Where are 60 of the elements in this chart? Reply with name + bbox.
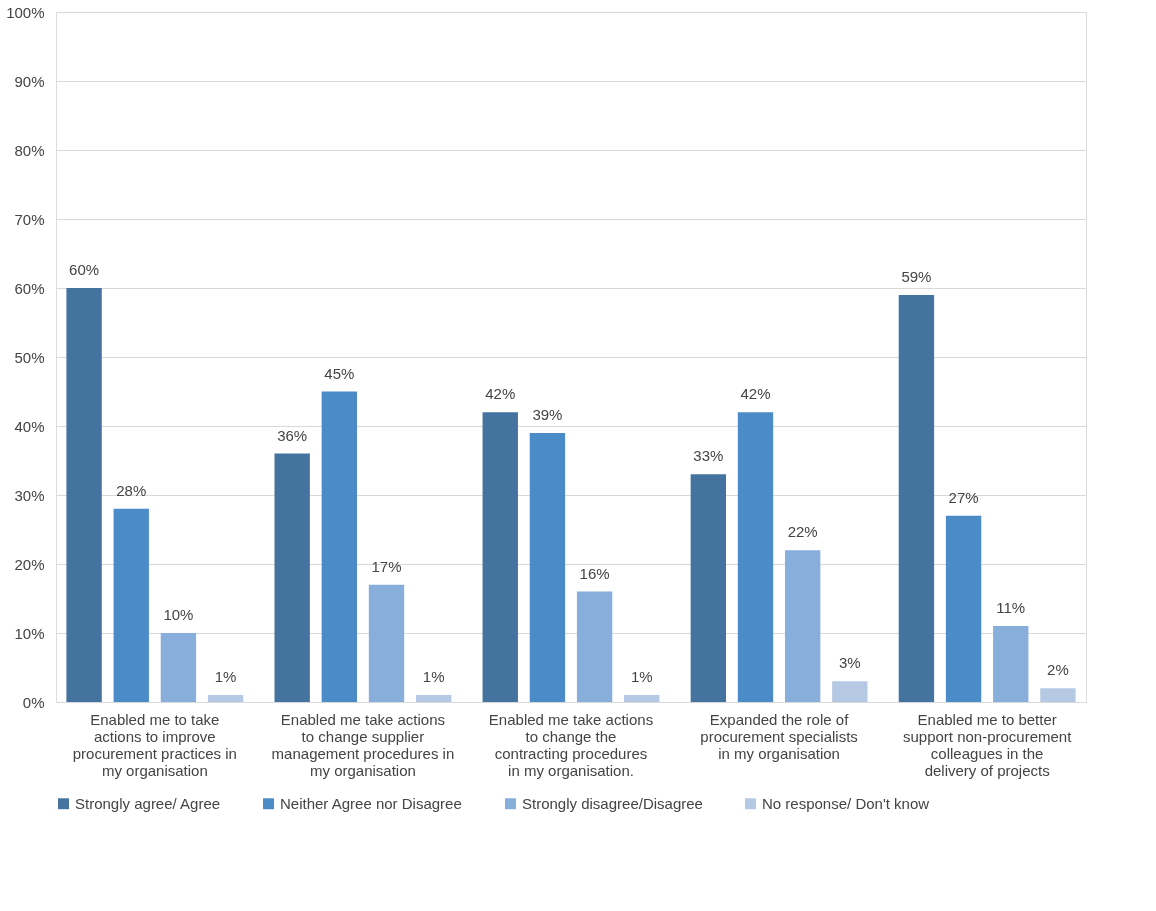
bar bbox=[368, 584, 405, 702]
data-label: 17% bbox=[371, 557, 402, 575]
bar bbox=[415, 695, 452, 702]
legend-label: Strongly disagree/Disagree bbox=[522, 794, 703, 812]
data-label: 42% bbox=[740, 385, 771, 403]
y-tick-label: 20% bbox=[14, 555, 45, 573]
bar bbox=[1040, 688, 1076, 702]
x-tick-label: Enabled me to better support non-procurement colleagues in the delivery of projects bbox=[902, 710, 1073, 779]
bar bbox=[482, 412, 518, 702]
x-tick-label: Enabled me to take actions to improve procurement practices in my organisation bbox=[72, 710, 237, 779]
y-tick-label: 30% bbox=[14, 486, 45, 504]
data-label: 11% bbox=[996, 599, 1026, 617]
data-label: 60% bbox=[69, 261, 100, 278]
bar bbox=[113, 508, 149, 702]
data-label: 39% bbox=[532, 405, 563, 423]
bar bbox=[529, 432, 566, 702]
data-label: 1% bbox=[630, 668, 653, 686]
legend-label: No response/ Don't know bbox=[762, 794, 930, 812]
bar bbox=[160, 633, 197, 702]
data-label: 16% bbox=[579, 564, 610, 582]
bar bbox=[784, 550, 821, 702]
y-tick-label: 10% bbox=[14, 624, 45, 642]
data-label: 42% bbox=[485, 385, 516, 403]
x-tick-label: Enabled me take actions to change the contracting procedures in my organisation. bbox=[488, 710, 654, 779]
data-label: 36% bbox=[277, 426, 308, 444]
bar bbox=[898, 294, 935, 702]
legend-label: Strongly agree/ Agree bbox=[75, 794, 221, 812]
bar bbox=[945, 515, 982, 702]
x-tick-label: Enabled me take actions to change supplier management procedures in my organisation bbox=[271, 710, 455, 779]
data-label: 1% bbox=[214, 668, 237, 686]
data-label: 1% bbox=[422, 668, 445, 686]
y-tick-label: 70% bbox=[14, 210, 45, 228]
y-tick-label: 100% bbox=[6, 3, 45, 21]
y-tick-label: 40% bbox=[14, 417, 45, 435]
bar bbox=[624, 695, 660, 702]
y-tick-label: 0% bbox=[22, 693, 45, 711]
data-label: 28% bbox=[116, 481, 147, 499]
bar bbox=[690, 474, 727, 702]
data-label: 59% bbox=[901, 267, 932, 285]
data-label: 2% bbox=[1047, 661, 1069, 679]
y-tick-label: 80% bbox=[14, 141, 45, 159]
data-label: 10% bbox=[163, 606, 194, 623]
bar bbox=[207, 695, 244, 702]
data-label: 27% bbox=[948, 488, 979, 506]
legend-label: Neither Agree nor Disagree bbox=[280, 794, 462, 812]
data-label: 45% bbox=[324, 364, 355, 382]
data-label: 22% bbox=[787, 523, 818, 541]
bar bbox=[832, 681, 868, 702]
data-label: 33% bbox=[693, 447, 724, 465]
bar bbox=[274, 453, 310, 702]
x-tick-label: Expanded the role of procurement specialists in my organisation bbox=[700, 710, 858, 762]
y-tick-label: 50% bbox=[14, 348, 45, 366]
y-tick-label: 90% bbox=[14, 72, 45, 90]
bar bbox=[737, 412, 774, 702]
y-tick-label: 60% bbox=[14, 279, 45, 297]
bar bbox=[576, 591, 613, 702]
bar bbox=[321, 391, 358, 702]
bar bbox=[66, 288, 102, 702]
data-label: 3% bbox=[838, 654, 861, 672]
bar bbox=[993, 626, 1029, 702]
